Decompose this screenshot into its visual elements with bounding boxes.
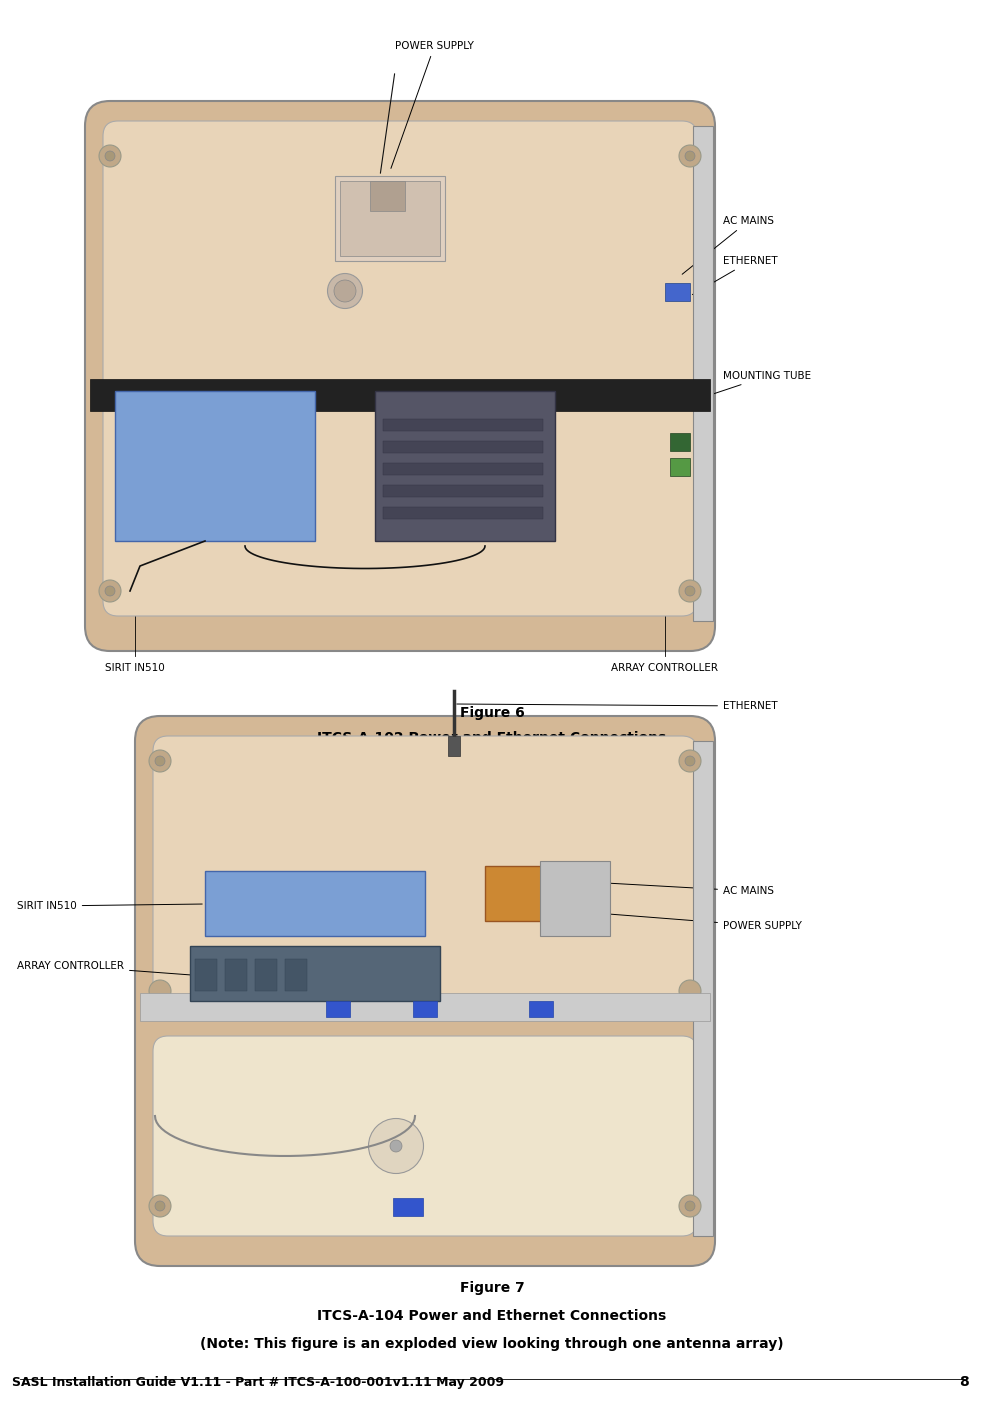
Ellipse shape [685, 757, 695, 766]
Bar [393, 1198, 422, 1216]
Bar [529, 1000, 553, 1017]
Bar [195, 960, 217, 991]
Bar [140, 993, 710, 1021]
Bar [285, 960, 307, 991]
Ellipse shape [328, 273, 362, 308]
Bar [326, 1000, 350, 1017]
Text: SIRIT IN510: SIRIT IN510 [105, 663, 165, 672]
Bar [115, 391, 315, 541]
Ellipse shape [685, 1201, 695, 1210]
Bar [205, 871, 425, 936]
Ellipse shape [149, 981, 171, 1002]
FancyBboxPatch shape [153, 1035, 697, 1236]
Bar [670, 433, 690, 451]
Text: POWER SUPPLY: POWER SUPPLY [573, 911, 802, 932]
Ellipse shape [99, 144, 121, 167]
Bar [225, 960, 247, 991]
Ellipse shape [368, 1118, 423, 1174]
Bar [540, 862, 610, 936]
Ellipse shape [679, 981, 701, 1002]
Text: 8: 8 [959, 1374, 969, 1388]
FancyBboxPatch shape [153, 736, 697, 1016]
Bar [383, 419, 543, 432]
Bar [370, 181, 405, 212]
Text: Figure 7: Figure 7 [460, 1281, 524, 1295]
Ellipse shape [105, 586, 115, 595]
FancyBboxPatch shape [135, 716, 715, 1267]
Text: ITCS-A-104 Power and Ethernet Connections: ITCS-A-104 Power and Ethernet Connection… [318, 1309, 666, 1323]
Bar [383, 485, 543, 497]
Bar [335, 177, 445, 261]
Ellipse shape [334, 280, 356, 303]
Bar [340, 181, 440, 256]
Bar [90, 380, 710, 410]
Bar [448, 736, 460, 757]
Ellipse shape [679, 1195, 701, 1217]
Bar [693, 741, 713, 1236]
Text: MOUNTING TUBE: MOUNTING TUBE [712, 371, 811, 394]
Bar [383, 507, 543, 518]
Bar [413, 1000, 437, 1017]
Text: ARRAY CONTROLLER: ARRAY CONTROLLER [17, 961, 203, 975]
Ellipse shape [149, 1195, 171, 1217]
Text: SASL Installation Guide V1.11 - Part # ITCS-A-100-001v1.11 May 2009: SASL Installation Guide V1.11 - Part # I… [12, 1376, 504, 1388]
Text: ETHERNET: ETHERNET [457, 700, 777, 710]
Text: AC MAINS: AC MAINS [682, 216, 774, 275]
Ellipse shape [679, 750, 701, 772]
Text: AC MAINS: AC MAINS [573, 881, 774, 897]
Bar [255, 960, 277, 991]
FancyBboxPatch shape [103, 120, 697, 616]
Ellipse shape [679, 580, 701, 602]
Text: ITCS-A-102 Power and Ethernet Connections: ITCS-A-102 Power and Ethernet Connection… [318, 731, 666, 745]
Bar [665, 283, 690, 301]
Ellipse shape [685, 586, 695, 595]
Ellipse shape [99, 580, 121, 602]
Ellipse shape [685, 151, 695, 161]
Ellipse shape [149, 750, 171, 772]
Text: ETHERNET: ETHERNET [693, 256, 777, 294]
Text: (Note: This figure is an exploded view looking through one antenna array): (Note: This figure is an exploded view l… [200, 1337, 784, 1351]
Ellipse shape [390, 1140, 402, 1152]
Text: SIRIT IN510: SIRIT IN510 [17, 901, 203, 911]
Bar [383, 441, 543, 453]
Ellipse shape [155, 757, 165, 766]
Ellipse shape [155, 1201, 165, 1210]
Bar [670, 458, 690, 476]
Bar [383, 462, 543, 475]
Text: POWER SUPPLY: POWER SUPPLY [391, 41, 474, 168]
FancyBboxPatch shape [85, 101, 715, 651]
Text: Figure 6: Figure 6 [460, 706, 524, 720]
Bar [485, 866, 545, 920]
Ellipse shape [105, 151, 115, 161]
Bar [190, 946, 440, 1000]
Bar [375, 391, 555, 541]
Text: ARRAY CONTROLLER: ARRAY CONTROLLER [611, 663, 718, 672]
Ellipse shape [679, 144, 701, 167]
Bar [693, 126, 713, 621]
